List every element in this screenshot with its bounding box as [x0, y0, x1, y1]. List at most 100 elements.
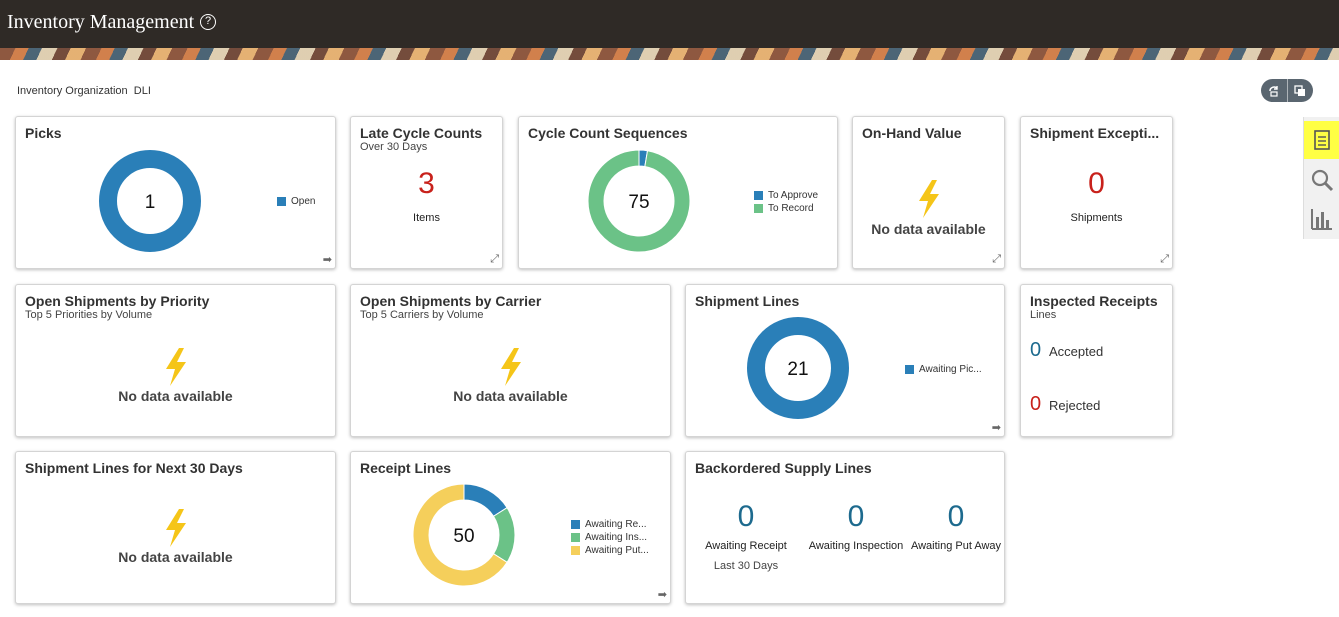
metric-value: 0: [737, 500, 755, 533]
help-icon[interactable]: ?: [200, 14, 216, 30]
shipment-lines-next30-card[interactable]: Shipment Lines for Next 30 Days No data …: [15, 451, 336, 604]
card-title: Inspected Receipts: [1030, 293, 1158, 309]
expand-icon[interactable]: ⤢: [490, 253, 499, 265]
legend-item: Awaiting Put...: [585, 545, 649, 556]
side-rail: [1303, 117, 1339, 239]
app-header: Inventory Management ?: [0, 0, 1339, 48]
metric-value: 0: [847, 500, 865, 533]
no-data-text: No data available: [118, 549, 233, 565]
picks-card[interactable]: Picks 1 Open ➡: [15, 116, 336, 269]
donut-center-label: 1: [145, 192, 156, 213]
card-title: Late Cycle Counts: [360, 125, 483, 141]
legend-item: Awaiting Pic...: [919, 364, 982, 375]
cycle-count-sequences-card[interactable]: Cycle Count Sequences 75 To Approve To R…: [518, 116, 838, 269]
legend-item: Awaiting Ins...: [585, 532, 648, 543]
metric-awaiting-receipt[interactable]: 0 Awaiting Receipt Last 30 Days: [686, 500, 806, 572]
copy-button[interactable]: [1288, 79, 1314, 102]
accepted-row[interactable]: 0 Accepted: [1030, 339, 1103, 362]
search-button[interactable]: [1304, 161, 1339, 199]
card-title: Open Shipments by Carrier: [360, 293, 542, 309]
accepted-label: Accepted: [1049, 344, 1104, 359]
shipment-lines-card[interactable]: Shipment Lines 21 Awaiting Pic... ➡: [685, 284, 1005, 437]
shipment-exceptions-card[interactable]: Shipment Excepti... 0 Shipments ⤢: [1020, 116, 1173, 269]
no-data-text: No data available: [118, 388, 233, 404]
card-subtitle: Top 5 Priorities by Volume: [25, 309, 153, 321]
metric-awaiting-put-away[interactable]: 0 Awaiting Put Away: [906, 500, 1006, 572]
open-shipments-priority-card[interactable]: Open Shipments by Priority Top 5 Priorit…: [15, 284, 336, 437]
donut-center-label: 50: [453, 526, 474, 547]
shipment-lines-donut[interactable]: 21: [686, 285, 1006, 438]
receipt-lines-donut[interactable]: 50: [351, 452, 672, 605]
metric-value: 0: [947, 500, 965, 533]
shipment-lines-legend: Awaiting Pic...: [905, 363, 982, 376]
no-data-text: No data available: [453, 388, 568, 404]
card-title: Backordered Supply Lines: [695, 460, 872, 476]
late-cycle-value: 3: [418, 167, 435, 200]
on-hand-value-card[interactable]: On-Hand Value No data available ⤢: [852, 116, 1005, 269]
expand-icon[interactable]: ⤢: [992, 253, 1001, 265]
legend-item: Awaiting Re...: [585, 519, 647, 530]
receipt-lines-card[interactable]: Receipt Lines 50 Awaiting Re... Awaiting…: [350, 451, 671, 604]
org-label: Inventory Organization: [17, 85, 128, 97]
tasks-button[interactable]: [1304, 121, 1339, 159]
legend-item: To Record: [768, 203, 814, 214]
card-title: Shipment Excepti...: [1030, 125, 1160, 141]
metric-label: Awaiting Receipt: [705, 540, 787, 552]
lightning-icon: [166, 509, 186, 547]
donut-slice-awaiting-ins-[interactable]: [492, 506, 516, 564]
donut-slice-open[interactable]: [99, 150, 201, 252]
late-cycle-counts-card[interactable]: Late Cycle Counts Over 30 Days 3 Items ⤢: [350, 116, 503, 269]
donut-slice-awaiting-pic-[interactable]: [747, 317, 849, 419]
card-title: On-Hand Value: [862, 125, 962, 141]
donut-slice-awaiting-put-[interactable]: [412, 483, 508, 587]
donut-center-label: 75: [628, 192, 649, 213]
card-subtitle: Over 30 Days: [360, 141, 428, 153]
arrow-right-icon[interactable]: ➡: [322, 254, 332, 266]
top-button-group: [1261, 79, 1313, 102]
cycle-seq-legend: To Approve To Record: [754, 189, 818, 215]
legend-item: To Approve: [768, 190, 819, 201]
card-subtitle: Top 5 Carriers by Volume: [360, 309, 484, 321]
metric-awaiting-inspection[interactable]: 0 Awaiting Inspection: [806, 500, 906, 572]
card-title: Receipt Lines: [360, 460, 452, 476]
decorative-banner: [0, 48, 1339, 60]
metric-footnote: Last 30 Days: [713, 560, 779, 572]
card-title: Cycle Count Sequences: [528, 125, 688, 141]
app-title: Inventory Management: [7, 11, 195, 33]
search-icon: [1311, 169, 1334, 192]
donut-slice-to-record[interactable]: [587, 149, 691, 253]
lightning-icon: [919, 180, 939, 218]
expand-icon[interactable]: ⤢: [1160, 253, 1169, 265]
shipment-exc-caption: Shipments: [1070, 212, 1123, 224]
late-cycle-caption: Items: [413, 212, 440, 224]
rejected-row[interactable]: 0 Rejected: [1030, 393, 1100, 416]
refresh-icon: [1269, 85, 1278, 97]
rejected-value: 0: [1030, 393, 1042, 415]
arrow-right-icon[interactable]: ➡: [657, 589, 667, 601]
analytics-button[interactable]: [1304, 200, 1339, 238]
receipt-lines-legend: Awaiting Re... Awaiting Ins... Awaiting …: [571, 518, 649, 557]
org-value[interactable]: DLI: [133, 85, 151, 97]
cycle-seq-donut[interactable]: 75: [519, 117, 839, 270]
open-shipments-carrier-card[interactable]: Open Shipments by Carrier Top 5 Carriers…: [350, 284, 671, 437]
shipment-exc-value: 0: [1088, 167, 1105, 200]
picks-legend: Open: [277, 195, 315, 208]
inspected-receipts-card[interactable]: Inspected Receipts Lines 0 Accepted 0 Re…: [1020, 284, 1173, 437]
lightning-icon: [166, 348, 186, 386]
backordered-supply-card[interactable]: Backordered Supply Lines 0 Awaiting Rece…: [685, 451, 1005, 604]
arrow-right-icon[interactable]: ➡: [991, 422, 1001, 434]
tasks-icon: [1314, 130, 1330, 150]
refresh-button[interactable]: [1261, 79, 1287, 102]
card-title: Shipment Lines: [695, 293, 800, 309]
card-title: Open Shipments by Priority: [25, 293, 210, 309]
no-data-text: No data available: [871, 221, 986, 237]
inventory-organization: Inventory Organization DLI: [17, 85, 151, 97]
card-subtitle: Lines: [1030, 309, 1057, 321]
legend-item: Open: [291, 196, 316, 207]
metric-label: Awaiting Put Away: [910, 540, 1002, 552]
card-title: Picks: [25, 125, 62, 141]
rejected-label: Rejected: [1049, 398, 1101, 413]
picks-donut[interactable]: 1: [16, 117, 337, 270]
metric-label: Awaiting Inspection: [808, 540, 904, 552]
donut-center-label: 21: [787, 359, 808, 380]
